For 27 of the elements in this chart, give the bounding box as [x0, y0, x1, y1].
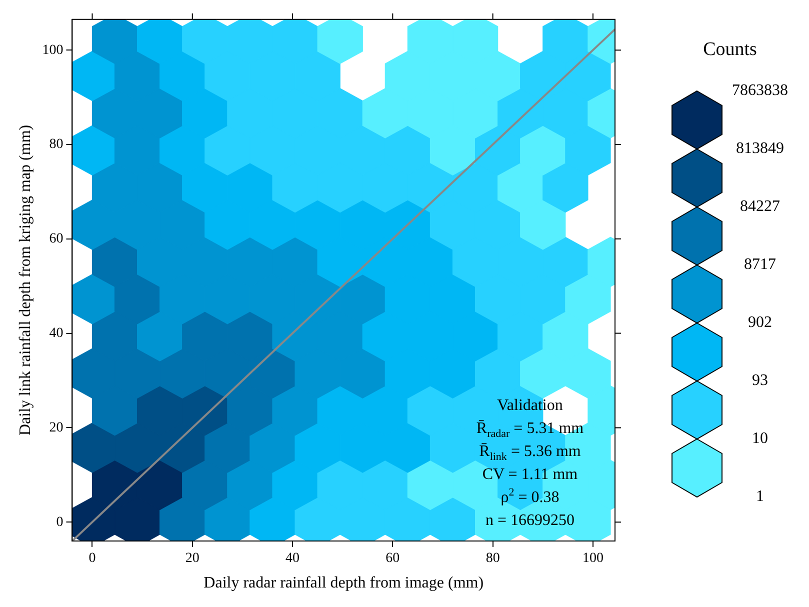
annotation: CV = 1.11 mm [481, 465, 579, 485]
x-tick-label: 40 [286, 551, 300, 566]
x-tick-label: 20 [185, 551, 200, 566]
text: 813849 [735, 139, 785, 159]
y-tick-label: 20 [49, 420, 64, 436]
text: 93 [751, 371, 769, 391]
annotation: R̄$_{link}$ = 5.36 mm [478, 442, 582, 464]
x-tick-label: 0 [88, 551, 96, 566]
color-bar-title: Counts [702, 39, 758, 61]
text: 10 [751, 429, 769, 449]
annotation: n = 16699250 [484, 511, 576, 531]
y-tick-label: 40 [49, 326, 64, 341]
text: 7863838 [731, 81, 789, 101]
x-axis-title: Daily radar rainfall depth from image (mm) [204, 574, 484, 592]
y-tick-label: 60 [49, 232, 64, 247]
text: 8717 [743, 255, 777, 275]
text: 84227 [739, 197, 781, 217]
text: 1 [755, 487, 765, 507]
y-tick-label: 100 [42, 42, 64, 58]
x-tick-label: 60 [386, 551, 400, 566]
x-tick-label: 80 [486, 551, 500, 566]
y-tick-label: 0 [56, 514, 64, 530]
y-axis-title: Daily link rainfall depth from kriging map (mm) [16, 124, 34, 436]
x-tick-label: 100 [582, 551, 604, 566]
y-tick-label: 80 [49, 137, 64, 152]
annotation: ρ$^{2}$ = 0.38 [500, 486, 560, 508]
text: 902 [747, 313, 773, 333]
